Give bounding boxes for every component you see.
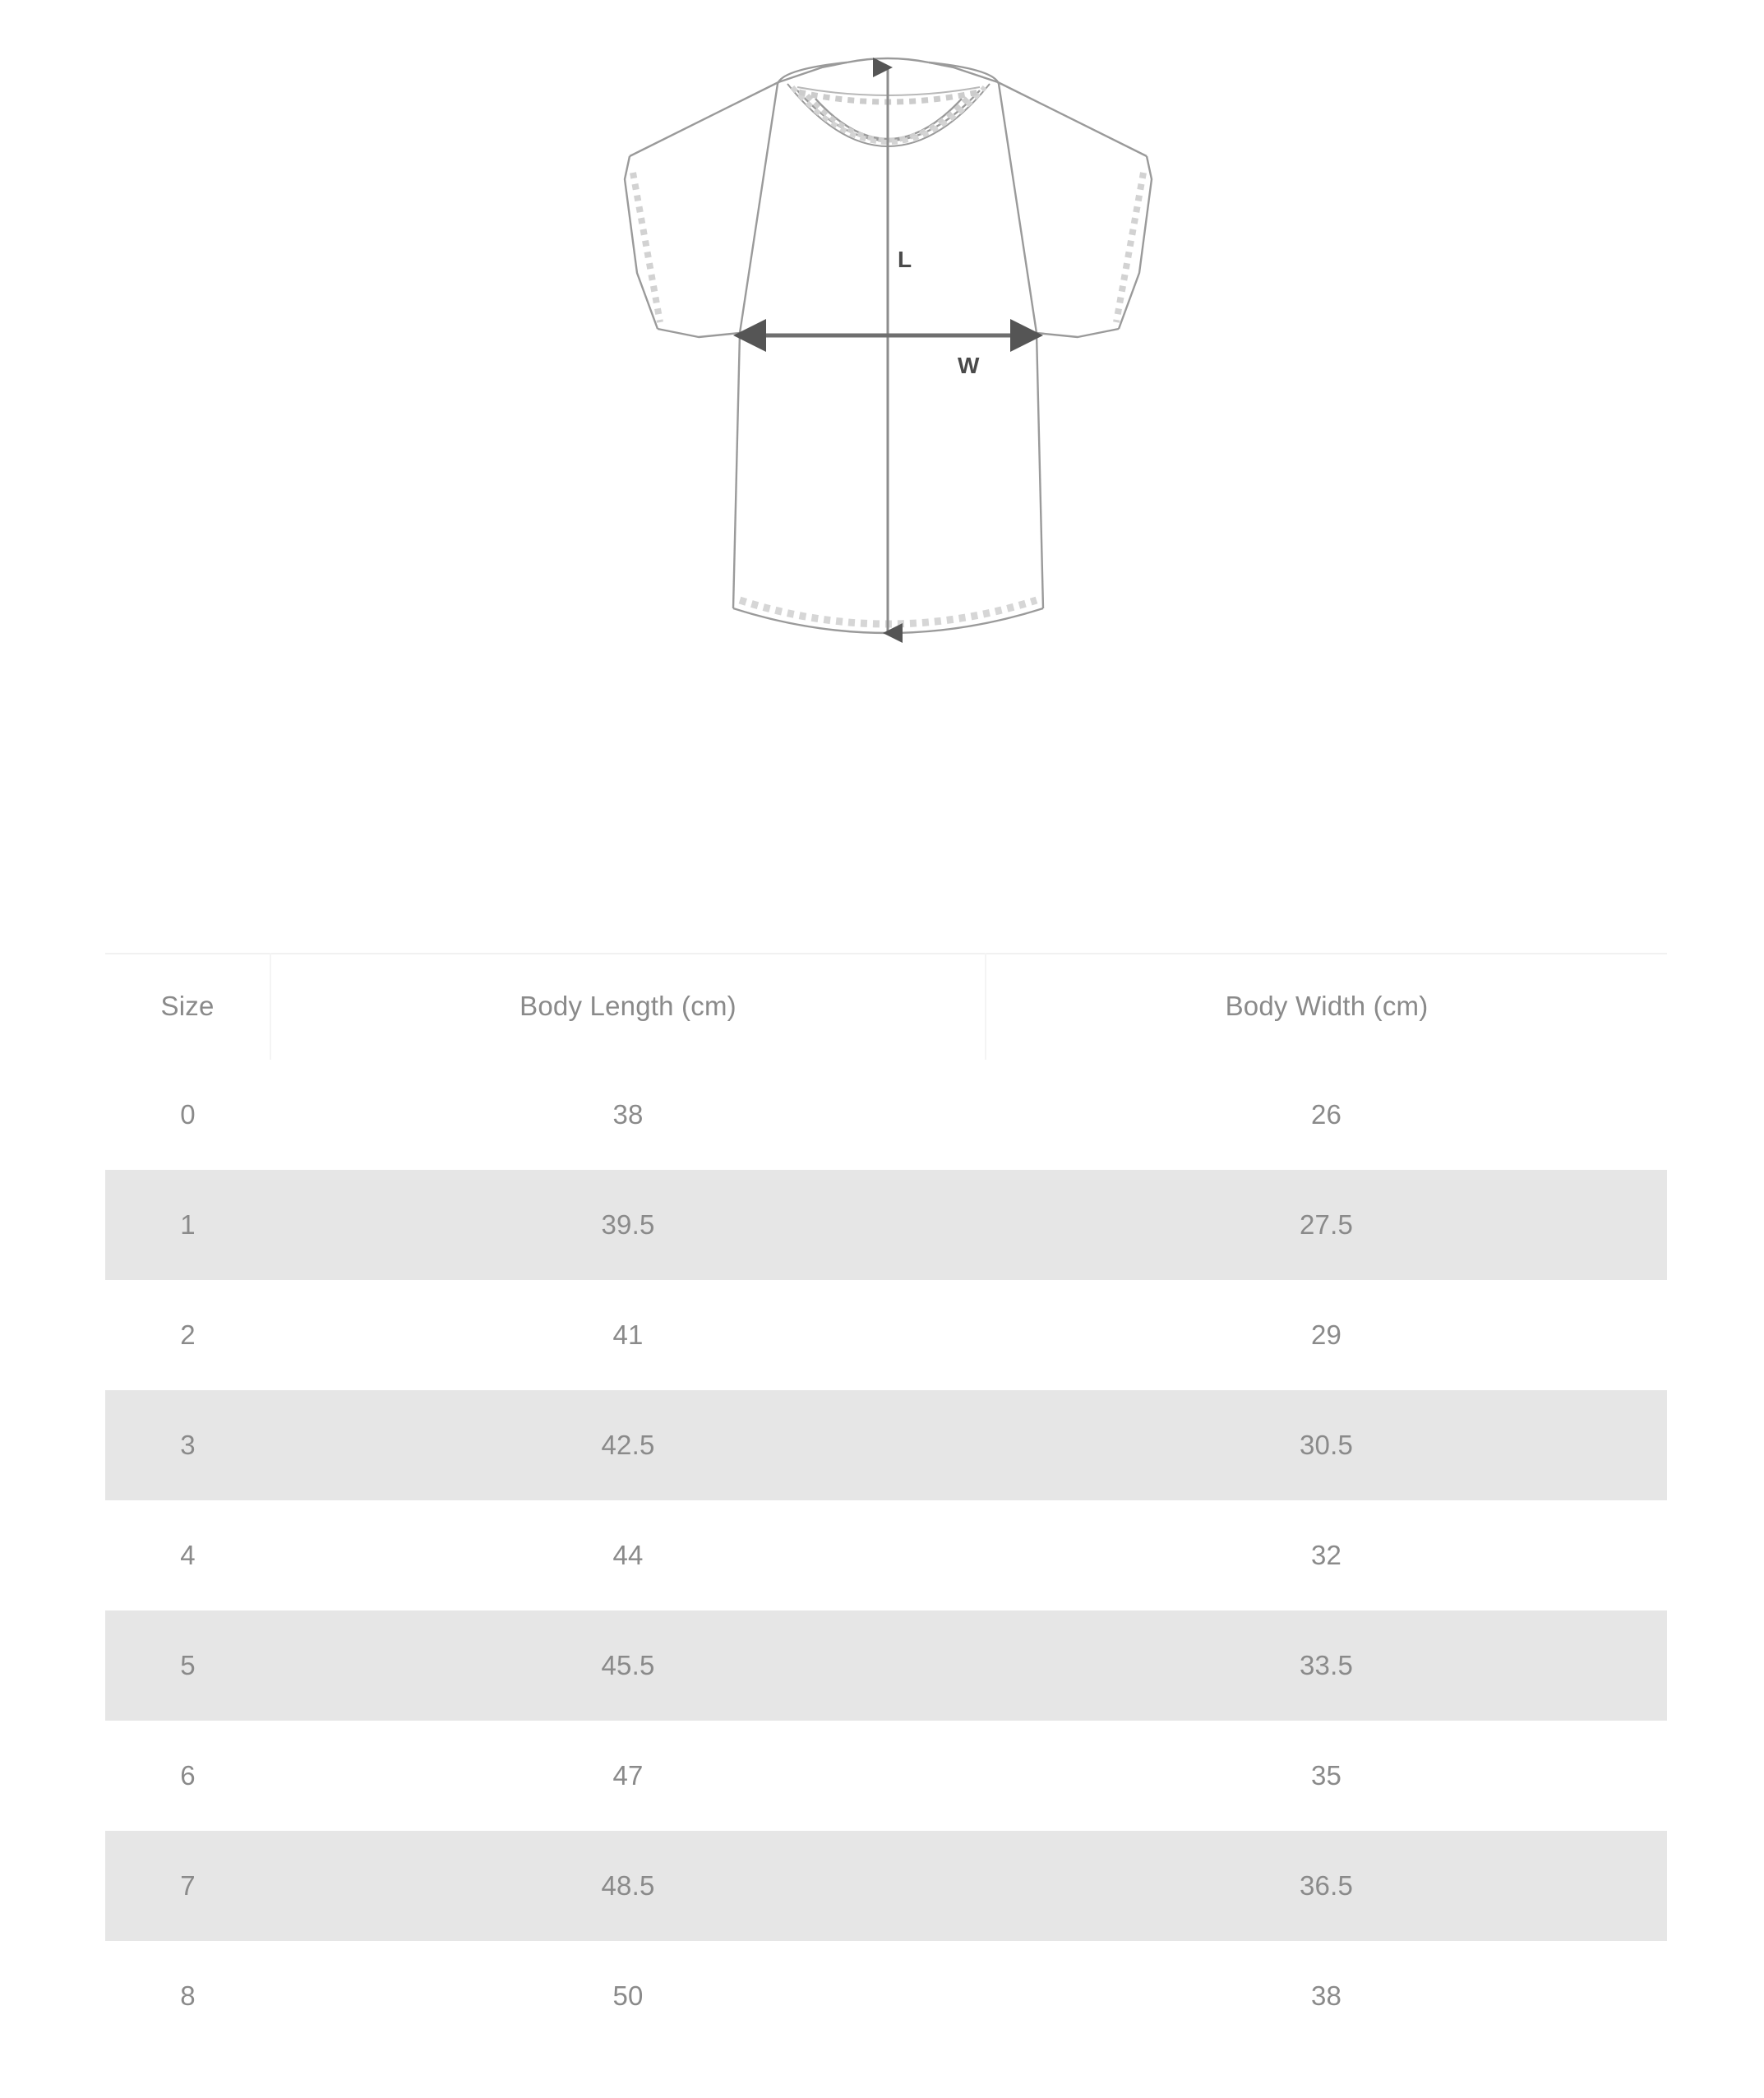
- cell-size: 3: [180, 1430, 196, 1460]
- cell-length: 45.5: [601, 1650, 655, 1680]
- cell-size: 2: [180, 1319, 196, 1350]
- cell-length: 38: [612, 1099, 644, 1130]
- cell-size: 6: [180, 1760, 196, 1791]
- table-row: 1 39.5 27.5: [105, 1170, 1667, 1280]
- cell-width: 38: [1310, 1980, 1342, 2011]
- tshirt-body-outline: [623, 61, 1153, 635]
- size-chart-table: Size Body Length (cm) Body Width (cm) 0 …: [105, 953, 1667, 2051]
- cell-size: 0: [180, 1099, 196, 1130]
- table-row: 2 41 29: [105, 1280, 1667, 1390]
- table-row: 5 45.5 33.5: [105, 1610, 1667, 1721]
- column-header-width: Body Width (cm): [985, 954, 1667, 1060]
- cell-width: 32: [1310, 1540, 1342, 1570]
- table-row: 4 44 32: [105, 1500, 1667, 1610]
- cell-width: 36.5: [1299, 1870, 1354, 1901]
- size-chart-body: 0 38 26 1 39.5 27.5 2 41 29 3 42.5 30.5 …: [105, 1060, 1667, 2051]
- cell-width: 26: [1310, 1099, 1342, 1130]
- tshirt-illustration: L W: [623, 57, 1153, 643]
- cell-length: 50: [612, 1980, 644, 2011]
- cell-size: 1: [180, 1209, 196, 1240]
- cell-width: 35: [1310, 1760, 1342, 1791]
- length-label: L: [898, 247, 912, 272]
- cell-size: 7: [180, 1870, 196, 1901]
- cell-size: 8: [180, 1980, 196, 2011]
- table-row: 3 42.5 30.5: [105, 1390, 1667, 1500]
- column-header-length: Body Length (cm): [270, 954, 986, 1060]
- cell-width: 27.5: [1299, 1209, 1354, 1240]
- cell-length: 47: [612, 1760, 644, 1791]
- header-row: Size Body Length (cm) Body Width (cm): [105, 954, 1667, 1060]
- cell-length: 41: [612, 1319, 644, 1350]
- cell-size: 5: [180, 1650, 196, 1680]
- table-row: 8 50 38: [105, 1941, 1667, 2051]
- table-row: 0 38 26: [105, 1060, 1667, 1170]
- table-row: 6 47 35: [105, 1721, 1667, 1831]
- tshirt-diagram-section: L W: [0, 0, 1764, 904]
- table-row: 7 48.5 36.5: [105, 1831, 1667, 1941]
- cell-length: 39.5: [601, 1209, 655, 1240]
- cell-width: 30.5: [1299, 1430, 1354, 1460]
- cell-length: 42.5: [601, 1430, 655, 1460]
- cell-length: 48.5: [601, 1870, 655, 1901]
- cell-length: 44: [612, 1540, 644, 1570]
- cell-width: 29: [1310, 1319, 1342, 1350]
- cell-size: 4: [180, 1540, 196, 1570]
- width-label: W: [958, 353, 980, 378]
- column-header-size: Size: [160, 991, 215, 1021]
- size-chart-header: Size Body Length (cm) Body Width (cm): [105, 954, 1667, 1060]
- cell-width: 33.5: [1299, 1650, 1354, 1680]
